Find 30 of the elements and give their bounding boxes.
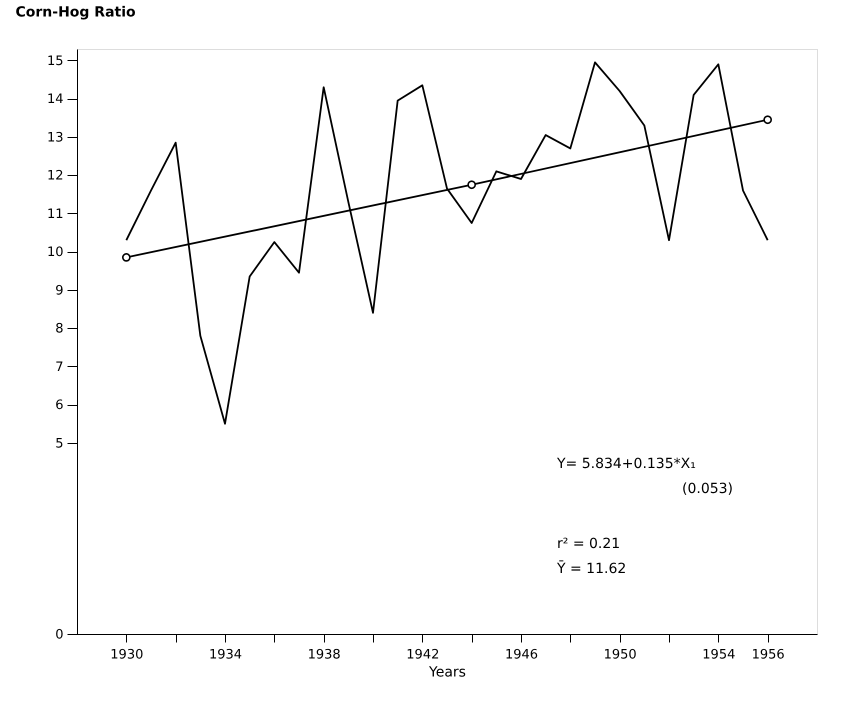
x-tick-label: 1946 [504, 648, 538, 662]
y-axis-title: Corn-Hog Ratio [16, 4, 136, 20]
point [763, 115, 772, 124]
x-tick-label: 1938 [308, 648, 341, 662]
y-tick-label: 11 [46, 206, 64, 222]
point [122, 253, 131, 262]
y-tick-label: 6 [55, 398, 64, 414]
y-tick-label: 12 [46, 168, 64, 184]
annotation: (0.053) [682, 481, 734, 497]
x-tick-label: 1950 [604, 648, 637, 662]
y-tick-label: 7 [55, 360, 64, 375]
point [467, 180, 476, 190]
line-series [125, 61, 769, 425]
y-tick-label: 13 [46, 130, 64, 146]
x-tick-label: 1934 [208, 648, 242, 662]
x-tick-label: 1956 [752, 648, 785, 662]
x-tick-label: 1954 [702, 648, 736, 662]
x-tick-label: 1930 [110, 648, 144, 662]
x-axis-title: Years [428, 664, 466, 680]
y-tick-label: 10 [46, 245, 64, 260]
annotation: Y= 5.834+0.135*X₁ [556, 456, 696, 472]
y-tick-label: 9 [55, 283, 64, 298]
annotation: Ȳ = 11.62 [556, 560, 626, 577]
y-tick-label: 14 [46, 92, 64, 108]
annotation: r² = 0.21 [557, 536, 620, 552]
y-tick-label: 5 [55, 436, 64, 452]
y-tick-label: 8 [55, 322, 64, 337]
y-tick-label: 0 [55, 628, 64, 642]
y-tick-label: 15 [46, 54, 64, 69]
x-tick-label: 1942 [406, 648, 440, 662]
